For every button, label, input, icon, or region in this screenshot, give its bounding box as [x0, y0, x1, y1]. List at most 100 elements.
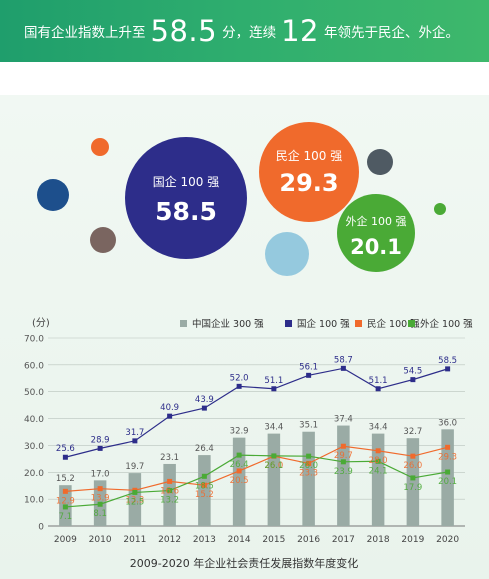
bubble-soe-circle [125, 137, 247, 259]
legend-swatch-soe [285, 320, 292, 327]
y-tick-label: 60.0 [24, 361, 44, 371]
marker-private [62, 488, 68, 494]
index-chart: (分) 中国企业 300 强 国企 100 强 民企 100 强 外企 100 … [24, 317, 473, 570]
marker-foreign [97, 501, 103, 507]
marker-foreign [271, 453, 277, 459]
y-axis-ticks: 0 10.0 20.0 30.0 40.0 50.0 60.0 70.0 [24, 335, 44, 533]
bar [302, 431, 315, 526]
headline-banner: 国有企业指数上升至 58.5 分，连续 12 年领先于民企、外企。 [0, 0, 489, 62]
chart-title: 2009-2020 年企业社会责任发展指数年度变化 [130, 556, 358, 570]
marker-soe [445, 366, 451, 372]
headline-text-3: 年领先于民企、外企。 [323, 25, 459, 41]
decor-dot-lightblue [265, 232, 309, 276]
line-value-label-soe: 40.9 [160, 403, 179, 413]
bubble-graphic: 国企 100 强 58.5 民企 100 强 29.3 外企 100 强 20.… [37, 122, 446, 276]
y-tick-label: 20.0 [24, 469, 44, 479]
marker-private [167, 478, 173, 484]
legend-swatch-private [355, 320, 362, 327]
marker-foreign [132, 489, 138, 495]
line-series [62, 365, 451, 510]
marker-soe [97, 445, 103, 451]
line-value-label-foreign: 12.5 [125, 497, 144, 507]
marker-foreign [167, 488, 173, 494]
headline-value-years: 12 [281, 14, 319, 48]
y-tick-label: 10.0 [24, 496, 44, 506]
bar-value-label: 26.4 [195, 444, 214, 454]
bar [406, 438, 420, 526]
line-value-label-foreign: 7.1 [59, 512, 73, 522]
x-tick-label: 2017 [332, 535, 355, 545]
marker-private [410, 453, 416, 459]
marker-foreign [410, 475, 416, 481]
marker-foreign [306, 453, 312, 459]
bar [198, 455, 211, 526]
line-foreign [65, 454, 448, 508]
line-value-label-soe: 51.1 [369, 376, 388, 386]
bar-series [59, 425, 454, 526]
marker-soe [167, 413, 173, 419]
bar [337, 425, 350, 526]
bar-value-label: 17.0 [91, 469, 110, 479]
marker-foreign [340, 459, 346, 465]
bar [163, 463, 176, 526]
line-value-label-foreign: 24.1 [369, 466, 388, 476]
legend-label-soe: 国企 100 强 [297, 318, 350, 330]
x-tick-label: 2009 [54, 535, 77, 545]
bar-value-label: 34.4 [369, 423, 388, 433]
marker-soe [340, 365, 346, 371]
legend-swatch-bar [180, 320, 187, 327]
y-axis-unit: (分) [32, 317, 50, 329]
line-value-label-private: 26.0 [403, 461, 422, 471]
x-tick-label: 2010 [89, 535, 112, 545]
bubble-foreign-label: 外企 100 强 [346, 214, 407, 228]
headline-value-soe: 58.5 [150, 14, 218, 48]
marker-foreign [201, 473, 207, 479]
marker-soe [201, 405, 207, 411]
y-tick-label: 50.0 [24, 388, 44, 398]
line-soe [65, 367, 448, 458]
legend-label-private: 民企 100 强 [367, 318, 420, 330]
line-value-label-soe: 28.9 [91, 435, 110, 445]
line-value-label-private: 29.7 [334, 451, 353, 461]
bar [371, 433, 385, 526]
marker-soe [62, 454, 68, 460]
marker-private [97, 486, 103, 492]
line-value-label-foreign: 8.1 [93, 509, 107, 519]
marker-foreign [445, 469, 451, 475]
marker-foreign [236, 452, 242, 458]
bar-value-label: 15.2 [56, 474, 75, 484]
line-value-label-soe: 58.5 [438, 356, 457, 366]
line-value-label-soe: 43.9 [195, 395, 214, 405]
line-value-label-foreign: 26.1 [264, 461, 283, 471]
marker-private [201, 482, 207, 488]
marker-private [375, 448, 381, 454]
bar [267, 433, 281, 526]
marker-foreign [62, 504, 68, 510]
line-value-label-foreign: 17.9 [403, 483, 422, 493]
marker-soe [236, 383, 242, 389]
decor-dot-orange [91, 138, 109, 156]
bar-value-label: 23.1 [160, 453, 179, 463]
x-tick-label: 2018 [367, 535, 390, 545]
x-tick-label: 2019 [401, 535, 424, 545]
line-value-label-foreign: 18.5 [195, 481, 214, 491]
marker-foreign [375, 458, 381, 464]
line-value-label-foreign: 23.9 [334, 467, 353, 477]
line-value-label-soe: 51.1 [264, 376, 283, 386]
bubble-private-value: 29.3 [279, 169, 338, 197]
line-value-label-private: 20.5 [230, 476, 249, 486]
marker-soe [375, 386, 381, 392]
line-value-label-private: 12.9 [56, 496, 75, 506]
bar-value-label: 32.7 [403, 427, 422, 437]
x-tick-label: 2016 [297, 535, 320, 545]
chart-grid [48, 337, 465, 527]
marker-soe [410, 377, 416, 383]
bubble-soe-value: 58.5 [155, 197, 217, 226]
line-value-label-private: 26.0 [264, 461, 283, 471]
bar-value-label: 19.7 [125, 462, 144, 472]
legend-label-bar: 中国企业 300 强 [192, 318, 264, 330]
marker-private [340, 443, 346, 449]
line-value-label-foreign: 13.2 [160, 496, 179, 506]
bubble-foreign-value: 20.1 [350, 235, 402, 259]
line-value-label-private: 13.9 [91, 494, 110, 504]
